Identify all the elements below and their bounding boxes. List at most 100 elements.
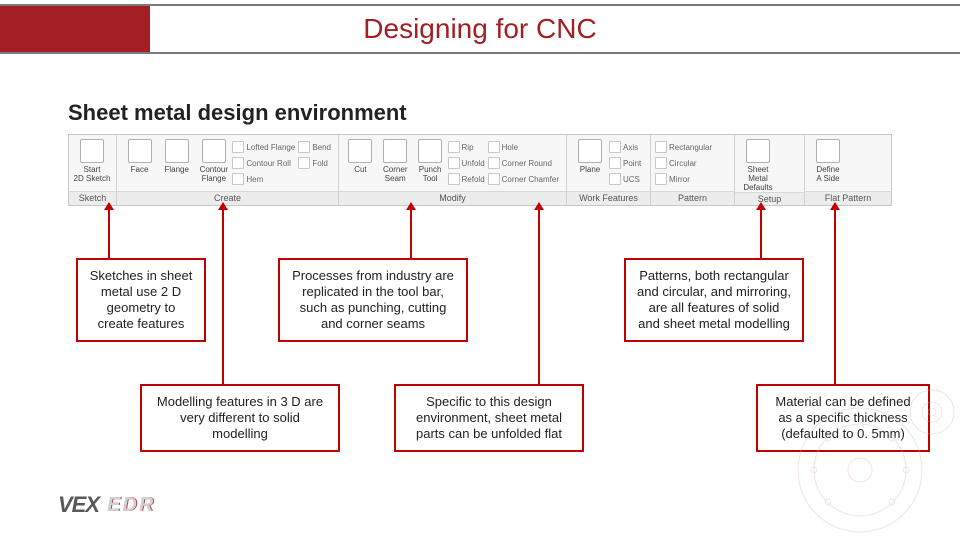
rip-button-icon: [448, 141, 460, 153]
mirror-button-icon: [655, 173, 667, 185]
plane-button[interactable]: Plane: [571, 137, 609, 174]
button-label: Punch Tool: [419, 165, 442, 183]
logo-vex: VEX: [58, 492, 99, 518]
flange-button-icon: [165, 139, 189, 163]
callout-box: Modelling features in 3 D are very diffe…: [140, 384, 340, 452]
section-subtitle: Sheet metal design environment: [68, 100, 407, 126]
plane-button-icon: [578, 139, 602, 163]
axis-button-icon: [609, 141, 621, 153]
callout-box: Material can be defined as a specific th…: [756, 384, 930, 452]
contour-flange-button[interactable]: Contour Flange: [195, 137, 232, 183]
ribbon-group-flat-pattern: Define A Side Flat Pattern: [805, 135, 891, 205]
rectangular-pattern-button-icon: [655, 141, 667, 153]
button-label: Flange: [164, 165, 188, 174]
button-label: Face: [131, 165, 149, 174]
ribbon-toolbar: Start 2D SketchSketch Face Flange Contour F…: [68, 134, 892, 206]
corner-round-button-icon: [488, 157, 500, 169]
button-label: Plane: [580, 165, 600, 174]
punch-tool-button[interactable]: Punch Tool: [413, 137, 448, 183]
mini-label: Hole: [502, 143, 518, 152]
mini-label: Contour Roll: [246, 159, 290, 168]
corner-chamfer-button[interactable]: Corner Chamfer: [488, 171, 562, 187]
bend-button-icon: [298, 141, 310, 153]
refold-button[interactable]: Refold: [448, 171, 488, 187]
callout-box: Processes from industry are replicated i…: [278, 258, 468, 342]
mini-label: Rectangular: [669, 143, 712, 152]
page-title: Designing for CNC: [150, 13, 960, 45]
refold-button-icon: [448, 173, 460, 185]
logo-edr: EDR: [107, 494, 155, 517]
callout-box: Sketches in sheet metal use 2 D geometry…: [76, 258, 206, 342]
arrow-indicator: [834, 208, 836, 384]
rectangular-pattern-button[interactable]: Rectangular: [655, 139, 715, 155]
corner-round-button[interactable]: Corner Round: [488, 155, 562, 171]
header-accent-block: [0, 6, 150, 52]
face-button-icon: [128, 139, 152, 163]
ribbon-group-modify: Cut Corner Seam Punch Tool RipUnfoldRefold H…: [339, 135, 567, 205]
hem-button-icon: [232, 173, 244, 185]
brand-logo: VEX EDR: [58, 492, 155, 518]
mini-label: Hem: [246, 175, 263, 184]
axis-button[interactable]: Axis: [609, 139, 644, 155]
circular-pattern-button[interactable]: Circular: [655, 155, 715, 171]
define-a-side-button-icon: [816, 139, 840, 163]
cut-button[interactable]: Cut: [343, 137, 378, 174]
lofted-flange-button-icon: [232, 141, 244, 153]
mini-label: Point: [623, 159, 641, 168]
hem-button[interactable]: Hem: [232, 171, 298, 187]
ucs-button[interactable]: UCS: [609, 171, 644, 187]
button-label: Sheet Metal Defaults: [739, 165, 777, 192]
arrow-indicator: [222, 208, 224, 384]
callout-box: Patterns, both rectangular and circular,…: [624, 258, 804, 342]
mini-label: Corner Round: [502, 159, 552, 168]
group-label: Flat Pattern: [805, 191, 891, 205]
group-label: Pattern: [651, 191, 734, 205]
mini-label: Axis: [623, 143, 638, 152]
group-label: Work Features: [567, 191, 650, 205]
mirror-button[interactable]: Mirror: [655, 171, 715, 187]
hole-button[interactable]: Hole: [488, 139, 562, 155]
ribbon-group-setup: Sheet Metal DefaultsSetup: [735, 135, 805, 205]
point-button-icon: [609, 157, 621, 169]
corner-seam-button-icon: [383, 139, 407, 163]
lofted-flange-button[interactable]: Lofted Flange: [232, 139, 298, 155]
point-button[interactable]: Point: [609, 155, 644, 171]
unfold-button-icon: [448, 157, 460, 169]
button-label: Corner Seam: [383, 165, 407, 183]
button-label: Define A Side: [816, 165, 839, 183]
button-label: Start 2D Sketch: [74, 165, 111, 183]
hole-button-icon: [488, 141, 500, 153]
fold-button-icon: [298, 157, 310, 169]
mini-label: Corner Chamfer: [502, 175, 559, 184]
contour-roll-button[interactable]: Contour Roll: [232, 155, 298, 171]
ucs-button-icon: [609, 173, 621, 185]
circular-pattern-button-icon: [655, 157, 667, 169]
bend-button[interactable]: Bend: [298, 139, 334, 155]
mini-label: Fold: [312, 159, 328, 168]
contour-flange-button-icon: [202, 139, 226, 163]
group-label: Setup: [735, 192, 804, 205]
start-2d-sketch-button[interactable]: Start 2D Sketch: [73, 137, 111, 183]
flange-button[interactable]: Flange: [158, 137, 195, 174]
fold-button[interactable]: Fold: [298, 155, 334, 171]
unfold-button[interactable]: Unfold: [448, 155, 488, 171]
mini-label: Lofted Flange: [246, 143, 295, 152]
cut-button-icon: [348, 139, 372, 163]
define-a-side-button[interactable]: Define A Side: [809, 137, 847, 183]
start-2d-sketch-button-icon: [80, 139, 104, 163]
corner-seam-button[interactable]: Corner Seam: [378, 137, 413, 183]
arrow-indicator: [108, 208, 110, 258]
face-button[interactable]: Face: [121, 137, 158, 174]
sheet-metal-defaults-button[interactable]: Sheet Metal Defaults: [739, 137, 777, 192]
mini-spacer: [298, 171, 334, 187]
contour-roll-button-icon: [232, 157, 244, 169]
mini-label: Mirror: [669, 175, 690, 184]
group-label: Modify: [339, 191, 566, 205]
ribbon-group-work-features: Plane Axis Point UCS Work Features: [567, 135, 651, 205]
header-band: Designing for CNC: [0, 4, 960, 54]
ribbon-group-sketch: Start 2D SketchSketch: [69, 135, 117, 205]
button-label: Cut: [354, 165, 366, 174]
rip-button[interactable]: Rip: [448, 139, 488, 155]
mini-label: Bend: [312, 143, 331, 152]
button-label: Contour Flange: [200, 165, 228, 183]
